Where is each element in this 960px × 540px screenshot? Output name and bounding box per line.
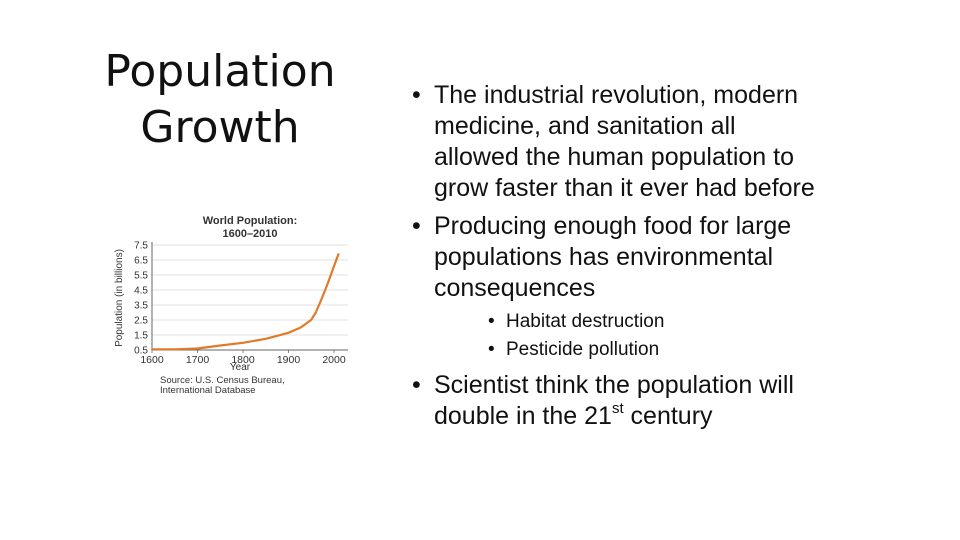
chart-grid bbox=[152, 244, 348, 351]
bullet-text-line: The industrial revolution, modern bbox=[434, 81, 799, 109]
sub-bullet-item: • Pesticide pollution bbox=[412, 336, 952, 364]
bullet-text-line: allowed the human population to bbox=[434, 143, 794, 171]
slide-title-line1: Population bbox=[104, 46, 336, 97]
slide-title-line2: Growth bbox=[140, 102, 300, 153]
chart-data-point bbox=[314, 311, 317, 314]
bullet-text-line: grow faster than it ever had before bbox=[434, 174, 815, 202]
chart-y-tick-label: 3.5 bbox=[134, 301, 148, 312]
bullet-marker: • bbox=[412, 212, 421, 240]
chart-series-line bbox=[152, 253, 340, 351]
chart-title-line2: 1600–2010 bbox=[222, 228, 277, 240]
chart-x-tick-label: 1800 bbox=[231, 354, 255, 366]
chart-data-point bbox=[264, 337, 267, 340]
sub-bullet-text: Pesticide pollution bbox=[506, 339, 660, 360]
chart-source-line2: International Database bbox=[160, 385, 256, 396]
chart-data-point bbox=[321, 296, 324, 299]
chart-data-point bbox=[337, 253, 340, 255]
chart-y-tick-label: 1.5 bbox=[134, 331, 148, 342]
bullet-item: • Scientist think the population will do… bbox=[412, 370, 952, 432]
chart-y-tick-label: 2.5 bbox=[134, 316, 148, 327]
sub-bullet-marker: • bbox=[488, 311, 495, 332]
bullet-item: • Producing enough food for large popula… bbox=[412, 211, 952, 304]
bullet-list: • The industrial revolution, modern medi… bbox=[412, 80, 952, 432]
bullet-text-line: medicine, and sanitation all bbox=[434, 112, 736, 140]
population-chart: World Population: 1600–2010 Population (… bbox=[108, 208, 358, 398]
chart-data-point bbox=[196, 347, 199, 350]
chart-y-ticks: 0.5 1.5 2.5 3.5 4.5 5.5 6.5 7.5 bbox=[134, 241, 148, 357]
chart-data-point bbox=[332, 266, 335, 269]
bullet-text-line: double in the 21st century bbox=[434, 401, 952, 432]
chart-data-point bbox=[299, 326, 302, 329]
bullet-text-line: Scientist think the population will bbox=[434, 371, 794, 399]
chart-y-tick-label: 6.5 bbox=[134, 256, 148, 267]
chart-x-tick-label: 1700 bbox=[186, 354, 210, 366]
bullet-text-line: Producing enough food for large bbox=[434, 212, 792, 240]
bullet-text-line: populations has environmental bbox=[434, 243, 774, 271]
bullet-text-fragment: century bbox=[623, 402, 713, 430]
bullet-text-line: consequences bbox=[434, 274, 596, 302]
chart-lines bbox=[151, 253, 340, 351]
chart-title-line1: World Population: bbox=[203, 215, 298, 227]
bullet-item: • The industrial revolution, modern medi… bbox=[412, 80, 952, 204]
chart-x-ticks: 1600 1700 1800 1900 2000 bbox=[140, 354, 346, 366]
chart-y-tick-label: 7.5 bbox=[134, 241, 148, 252]
ordinal-suffix: st bbox=[611, 399, 624, 417]
chart-data-point bbox=[242, 341, 244, 344]
chart-source-line1: Source: U.S. Census Bureau, bbox=[160, 375, 285, 386]
chart-data-point bbox=[287, 331, 290, 334]
sub-bullet-item: • Habitat destruction bbox=[412, 308, 952, 336]
chart-x-tick-label: 1900 bbox=[277, 354, 301, 366]
chart-x-tick-label: 1600 bbox=[140, 354, 164, 366]
chart-data-point bbox=[219, 344, 222, 347]
bullet-marker: • bbox=[412, 81, 421, 109]
slide-title: Population Growth bbox=[80, 44, 360, 156]
sub-bullet-marker: • bbox=[488, 339, 495, 360]
chart-y-axis-label: Population (in billions) bbox=[114, 249, 125, 347]
chart-y-tick-label: 4.5 bbox=[134, 286, 148, 297]
bullet-marker: • bbox=[412, 371, 421, 399]
chart-data-point bbox=[327, 281, 329, 284]
chart-data-point bbox=[151, 348, 153, 351]
chart-x-tick-label: 2000 bbox=[322, 354, 346, 366]
chart-data-point bbox=[173, 348, 176, 351]
population-chart-svg: World Population: 1600–2010 Population (… bbox=[114, 215, 348, 396]
bullet-text-fragment: double in the 21 bbox=[434, 402, 612, 430]
chart-y-tick-label: 0.5 bbox=[134, 346, 148, 357]
chart-y-tick-label: 5.5 bbox=[134, 271, 148, 282]
sub-bullet-text: Habitat destruction bbox=[506, 311, 665, 332]
chart-axes bbox=[151, 242, 348, 353]
chart-data-point bbox=[310, 318, 313, 321]
chart-x-axis-label: Year bbox=[230, 362, 251, 373]
